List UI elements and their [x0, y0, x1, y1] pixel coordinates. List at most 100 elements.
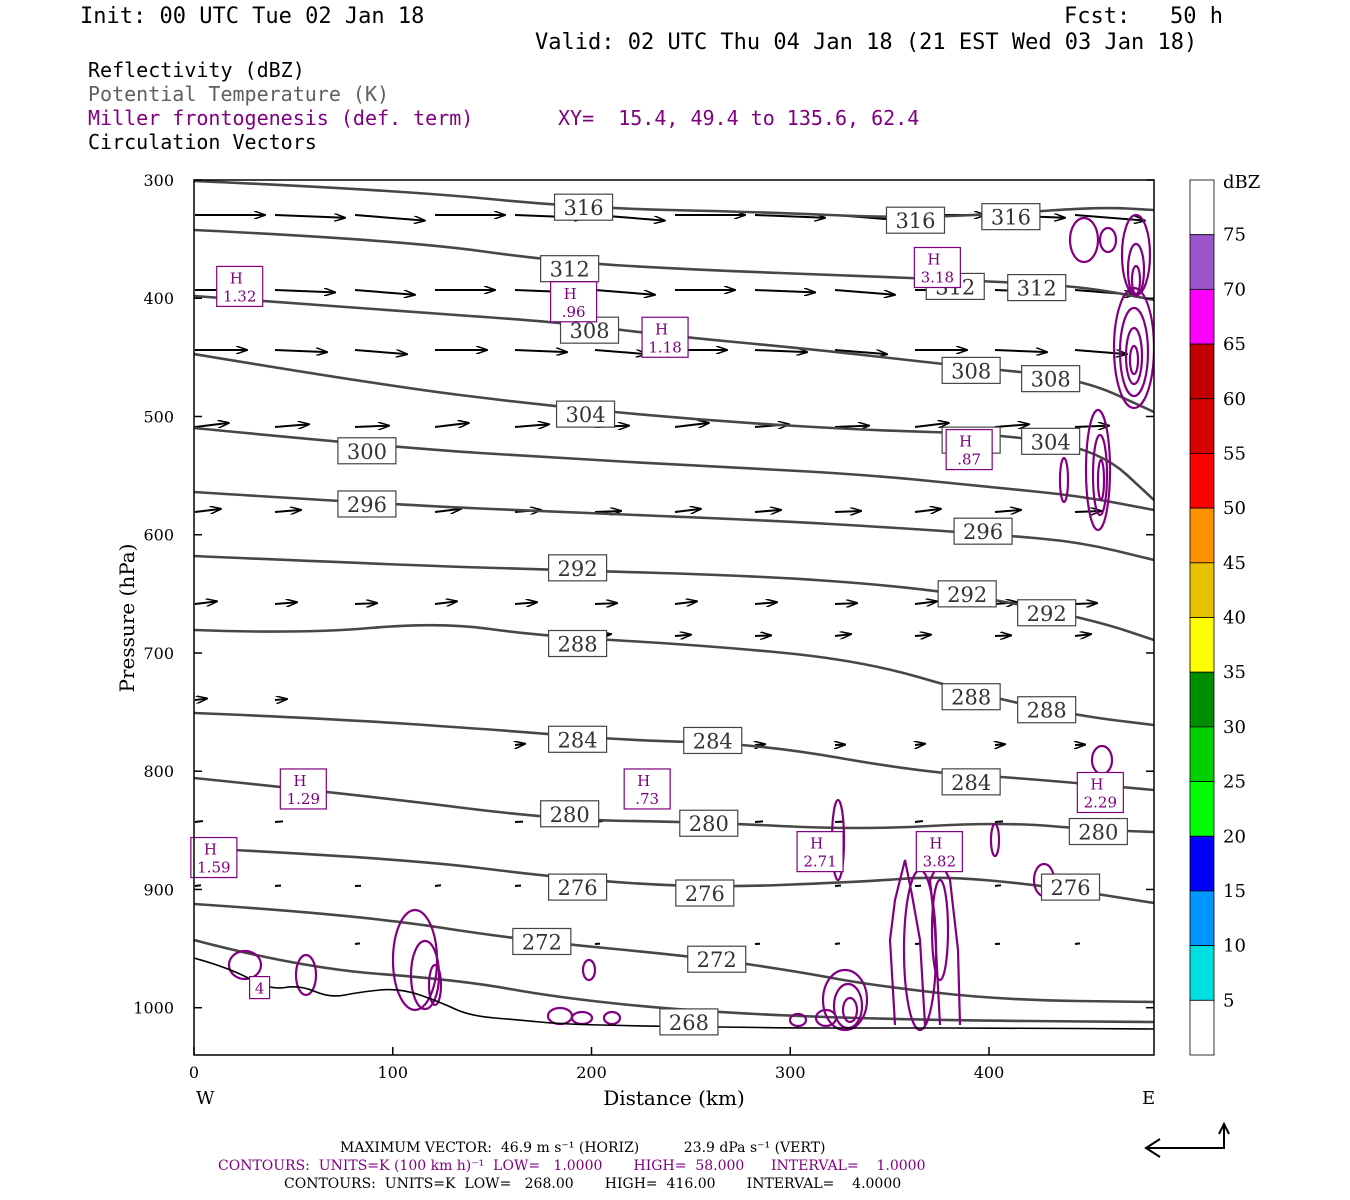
colorbar-segment — [1189, 945, 1215, 1001]
circulation-vector — [834, 603, 857, 604]
circulation-vector — [994, 884, 1002, 887]
terrain-line — [194, 957, 1154, 1030]
isentrope-label-box — [659, 1008, 719, 1036]
isentrope-label: 272 — [697, 948, 737, 972]
frontogenesis-contour — [427, 963, 443, 1007]
circulation-vector — [354, 426, 389, 427]
isentrope-line — [194, 623, 1154, 727]
circulation-vector — [594, 289, 655, 295]
circulation-vector — [194, 601, 217, 604]
y-tick-label: 900 — [143, 880, 174, 899]
colorbar-label: 70 — [1223, 279, 1246, 300]
colorbar-title: dBZ — [1223, 172, 1260, 193]
isentrope-line — [194, 846, 1154, 905]
frontogenesis-contour — [1058, 456, 1070, 504]
colorbar-label: 60 — [1223, 389, 1246, 410]
frontogenesis-max-value: 1.32 — [223, 287, 256, 305]
isentrope-label: 316 — [895, 209, 935, 233]
circulation-vector — [914, 423, 949, 427]
circulation-vector — [1074, 603, 1097, 604]
isentrope-label: 296 — [963, 520, 1003, 544]
circulation-vector — [1074, 942, 1081, 945]
isentrope-label: 312 — [1017, 277, 1057, 301]
circulation-vectors — [194, 214, 1145, 945]
frontogenesis-contour — [928, 857, 962, 1026]
isentrope-label-box — [941, 768, 1001, 796]
colorbar-segment — [1189, 288, 1215, 345]
circulation-vector — [194, 820, 204, 823]
colorbar-label: 15 — [1223, 881, 1246, 902]
circulation-vector — [274, 290, 335, 292]
colorbar-segment — [1189, 617, 1215, 673]
frontogenesis-contour — [1112, 286, 1154, 410]
circulation-vector — [354, 603, 377, 604]
legend-frontogenesis: Miller frontogenesis (def. term) — [88, 106, 474, 130]
y-tick-label: 600 — [143, 526, 174, 545]
colorbar-segment — [1189, 890, 1215, 947]
frontogenesis-contour — [294, 953, 318, 997]
isentrope-label: 280 — [550, 803, 590, 827]
isentrope-label-box — [937, 580, 997, 608]
x-tick-label: 100 — [377, 1063, 408, 1082]
circulation-vector — [674, 601, 697, 604]
frontogenesis-max-box — [190, 836, 238, 879]
y-tick-label: 800 — [143, 762, 174, 781]
colorbar-segment — [1189, 835, 1215, 892]
circulation-vector — [674, 635, 691, 636]
frontogenesis-max-box — [623, 768, 671, 810]
circulation-vector — [594, 349, 647, 354]
isentrope-label: 316 — [564, 196, 604, 220]
frontogenesis-contour — [1084, 408, 1112, 532]
circulation-vector — [914, 509, 941, 512]
colorbar-label: 10 — [1223, 936, 1246, 957]
isentrope-label-box — [512, 927, 572, 956]
axes: 0 100 200 300 400 300 400 500 600 700 800 900 1000 — [133, 171, 1154, 1082]
y-tick-label: 500 — [143, 407, 174, 426]
isentrope-label: 276 — [558, 876, 598, 900]
frontogenesis-max-value: 3.18 — [921, 269, 954, 287]
frontogenesis-max-box — [641, 316, 689, 358]
circulation-vector — [354, 214, 425, 221]
circulation-vector — [834, 942, 841, 945]
isentropes — [194, 180, 1154, 1024]
frontogenesis-max-marker: H — [230, 269, 243, 287]
colorbar-label: 75 — [1223, 225, 1246, 246]
isentrope-label: 276 — [685, 882, 725, 906]
frontogenesis-contour — [888, 859, 927, 1026]
isentrope-label: 284 — [951, 771, 991, 795]
circulation-vector — [194, 509, 221, 512]
frontogenesis-max-box — [913, 246, 961, 289]
frontogenesis-contour-info: CONTOURS: UNITS=K (100 km h)⁻¹ LOW= 1.00… — [218, 1158, 926, 1174]
frontogenesis-contour — [821, 968, 869, 1032]
circulation-vector — [194, 699, 207, 700]
frontogenesis-max-marker: H — [293, 772, 306, 790]
isentrope-label-box — [683, 726, 743, 755]
circulation-vector — [274, 215, 345, 218]
y-tick-label: 400 — [143, 289, 174, 308]
frontogenesis-contour — [841, 996, 859, 1024]
frontogenesis-contour — [409, 939, 441, 1011]
init-time: Init: 00 UTC Tue 02 Jan 18 — [80, 4, 425, 29]
isentrope-label: 308 — [569, 319, 609, 343]
isentrope-label: 292 — [558, 557, 598, 581]
frontogenesis-max-marker: H — [810, 835, 823, 853]
circulation-vector — [914, 820, 924, 823]
frontogenesis-max-box — [279, 768, 327, 810]
plot-frame — [193, 179, 1155, 1056]
forecast-hour: Fcst: 50 h — [1064, 4, 1223, 29]
isentrope-line — [194, 902, 1154, 1004]
isentrope-label-box — [953, 517, 1013, 545]
circulation-vector — [274, 699, 287, 700]
circulation-vector — [834, 349, 887, 354]
colorbar-label: 40 — [1223, 608, 1246, 629]
frontogenesis-max-marker: H — [637, 772, 650, 790]
circulation-vector — [674, 423, 709, 427]
isentrope-label: 300 — [347, 440, 387, 464]
isentrope-label: 284 — [558, 728, 598, 752]
circulation-vector — [354, 942, 361, 945]
x-tick-label: 0 — [189, 1063, 199, 1082]
circulation-vector — [754, 350, 807, 352]
colorbar-segment — [1189, 671, 1215, 728]
frontogenesis-max-box — [915, 831, 963, 873]
frontogenesis-max-value: 1.29 — [287, 790, 320, 808]
